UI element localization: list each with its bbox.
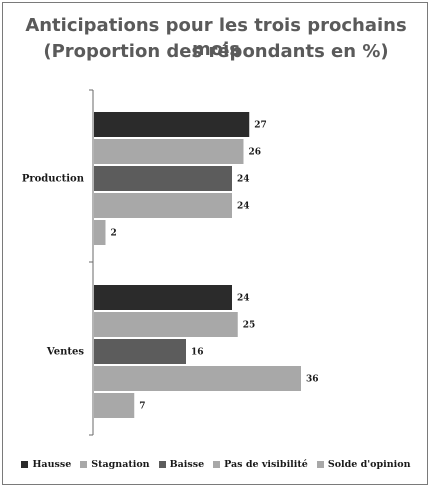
- legend-label-2: Baisse: [169, 458, 205, 470]
- legend-swatch-4: [316, 460, 324, 468]
- value-label-production-0: 27: [254, 121, 267, 131]
- bar-ventes-0: [94, 285, 232, 310]
- value-label-ventes-0: 24: [237, 294, 250, 304]
- value-label-production-1: 26: [249, 148, 262, 158]
- chart-legend: Hausse Stagnation Baisse Pas de visibilité S…: [0, 456, 432, 472]
- legend-swatch-1: [80, 460, 88, 468]
- value-label-ventes-3: 36: [306, 375, 319, 385]
- value-label-ventes-2: 16: [191, 348, 204, 358]
- legend-item-1: Stagnation: [80, 458, 150, 470]
- legend-item-0: Hausse: [21, 459, 71, 470]
- bar-ventes-4: [94, 393, 135, 418]
- bar-production-1: [94, 139, 244, 164]
- category-label-production: Production: [22, 174, 85, 185]
- value-label-production-2: 24: [237, 175, 250, 185]
- value-label-ventes-4: 7: [139, 402, 145, 412]
- bar-production-0: [94, 112, 250, 137]
- bar-production-2: [94, 166, 232, 191]
- chart-title-line2: (Proportion des répondants en %): [43, 41, 389, 62]
- legend-swatch-2: [158, 460, 166, 468]
- legend-label-3: Pas de visibilité: [224, 458, 308, 470]
- category-label-ventes: Ventes: [46, 347, 84, 358]
- bar-production-4: [94, 220, 106, 245]
- chart-frame: [2, 2, 428, 485]
- legend-label-0: Hausse: [32, 458, 72, 470]
- legend-swatch-3: [213, 460, 221, 468]
- legend-item-3: Pas de visibilité: [213, 459, 308, 470]
- legend-item-4: Solde d'opinion: [316, 458, 411, 470]
- legend-label-4: Solde d'opinion: [327, 458, 411, 470]
- value-label-production-4: 2: [111, 229, 117, 239]
- bar-production-3: [94, 193, 232, 218]
- bar-ventes-1: [94, 312, 238, 337]
- value-label-production-3: 24: [237, 202, 250, 212]
- bar-ventes-3: [94, 366, 301, 391]
- chart-title-line1: Anticipations pour les trois prochains m…: [25, 15, 407, 60]
- legend-swatch-0: [21, 460, 29, 468]
- legend-label-1: Stagnation: [91, 458, 150, 470]
- value-label-ventes-1: 25: [243, 321, 256, 331]
- legend-item-2: Baisse: [158, 458, 205, 470]
- bar-ventes-2: [94, 339, 186, 364]
